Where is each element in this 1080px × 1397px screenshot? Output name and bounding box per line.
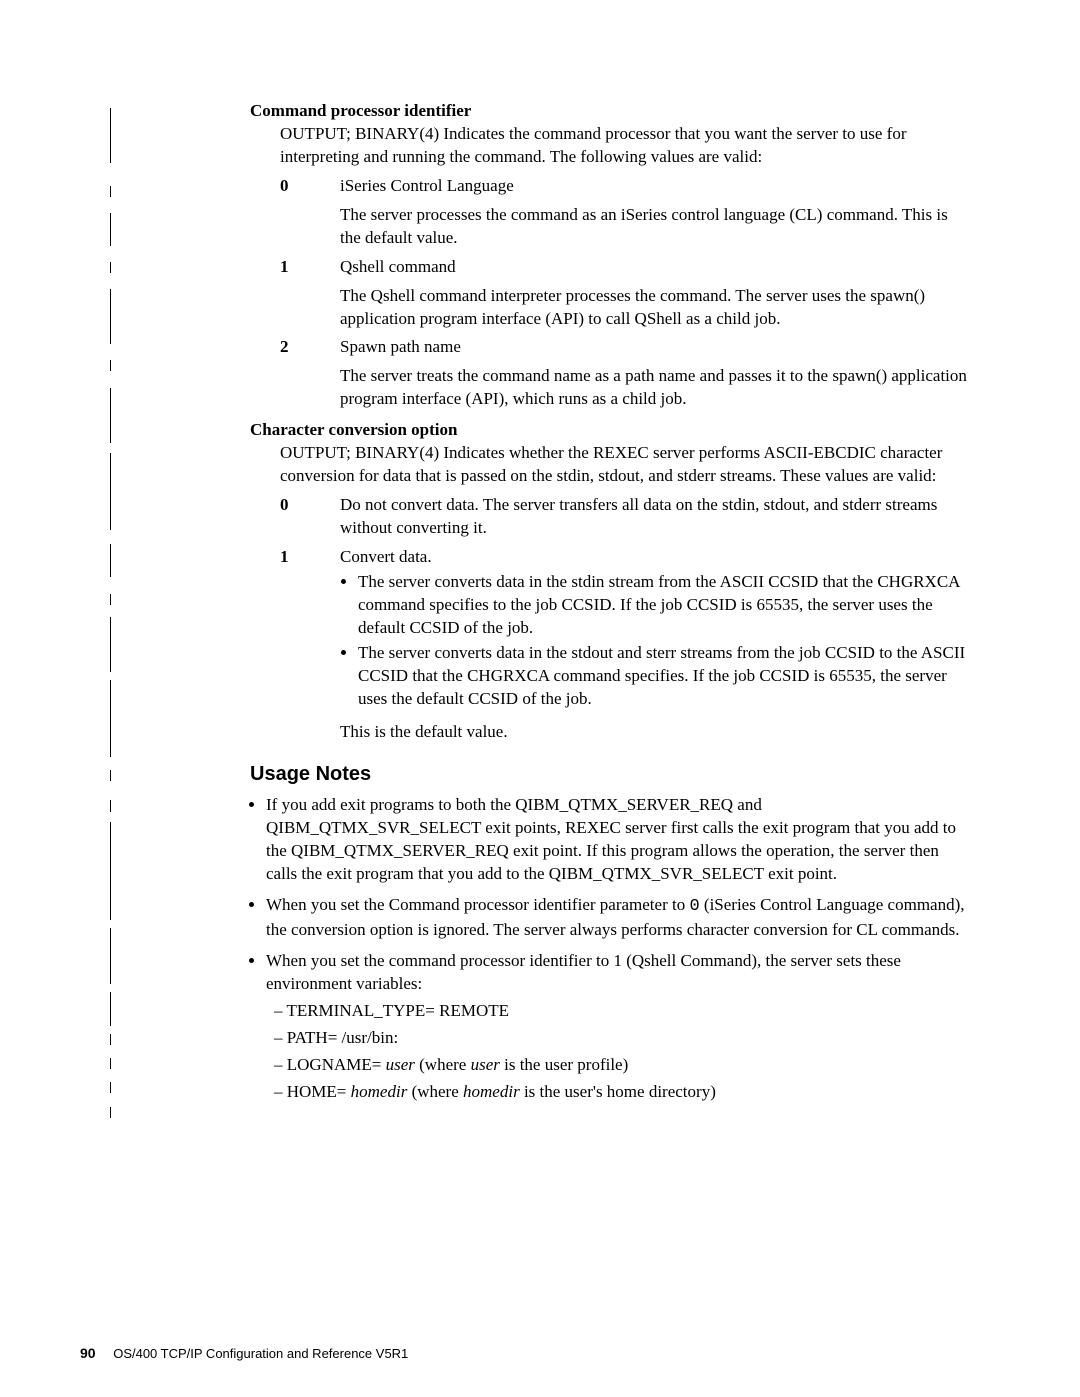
change-bar [110,108,111,163]
value-0: 0 Do not convert data. The server transf… [280,494,970,540]
term-command-processor: Command processor identifier OUTPUT; BIN… [250,100,970,411]
change-bar [110,360,111,371]
term-title: Command processor identifier [250,100,970,123]
bullet-item: The server converts data in the stdout a… [358,642,970,711]
usage-note-3: When you set the command processor ident… [266,950,970,1104]
change-bar [110,770,111,781]
value-desc: Do not convert data. The server transfer… [340,494,970,540]
page-number: 90 [80,1345,96,1361]
content-column: Command processor identifier OUTPUT; BIN… [250,100,970,1104]
text: LOGNAME= [287,1055,386,1074]
change-bar [110,594,111,605]
change-bar [110,800,111,812]
change-bar [110,617,111,672]
text: is the user profile) [500,1055,628,1074]
env-var: TERMINAL_TYPE= REMOTE [274,1000,970,1023]
value-0: 0 iSeries Control Language [280,175,970,198]
change-bar [110,186,111,197]
env-var-list: TERMINAL_TYPE= REMOTE PATH= /usr/bin: LO… [274,1000,970,1104]
italic-user: user [386,1055,415,1074]
change-bar [110,1082,111,1093]
term-char-conversion: Character conversion option OUTPUT; BINA… [250,419,970,743]
value-key: 2 [280,336,340,359]
value-label: iSeries Control Language [340,175,970,198]
text: HOME= [287,1082,351,1101]
usage-notes-heading: Usage Notes [250,761,970,788]
bullet-item: The server converts data in the stdin st… [358,571,970,640]
italic-user: user [471,1055,500,1074]
page-footer: 90 OS/400 TCP/IP Configuration and Refer… [80,1345,408,1361]
value-label: Convert data. [340,546,970,569]
italic-homedir: homedir [351,1082,408,1101]
env-var: LOGNAME= user (where user is the user pr… [274,1054,970,1077]
term-intro: OUTPUT; BINARY(4) Indicates whether the … [280,442,970,488]
convert-bullets: The server converts data in the stdin st… [340,571,970,711]
value-desc: The server treats the command name as a … [340,365,970,411]
value-label: Qshell command [340,256,970,279]
usage-note-2: When you set the Command processor ident… [266,894,970,942]
mono-zero: 0 [689,897,699,916]
change-bar [110,388,111,443]
value-1: 1 Convert data. [280,546,970,569]
value-desc: The server processes the command as an i… [340,204,970,250]
term-intro: OUTPUT; BINARY(4) Indicates the command … [280,123,970,169]
value-label: Spawn path name [340,336,970,359]
change-bar [110,213,111,246]
value-key: 0 [280,494,340,540]
footer-title: OS/400 TCP/IP Configuration and Referenc… [113,1346,408,1361]
value-key: 0 [280,175,340,198]
change-bar [110,289,111,344]
default-note: This is the default value. [340,721,970,744]
change-bar [110,1034,111,1045]
change-bar [110,1058,111,1069]
text: When you set the Command processor ident… [266,895,689,914]
text: When you set the command processor ident… [266,951,901,993]
text: is the user's home directory) [520,1082,716,1101]
change-bar [110,928,111,984]
value-key: 1 [280,256,340,279]
usage-notes-list: If you add exit programs to both the QIB… [250,794,970,1103]
value-1: 1 Qshell command [280,256,970,279]
env-var: HOME= homedir (where homedir is the user… [274,1081,970,1104]
change-bar [110,453,111,530]
value-desc: The Qshell command interpreter processes… [340,285,970,331]
change-bar [110,680,111,757]
env-var: PATH= /usr/bin: [274,1027,970,1050]
usage-note-1: If you add exit programs to both the QIB… [266,794,970,886]
text: (where [415,1055,471,1074]
change-bar [110,992,111,1026]
text: (where [407,1082,463,1101]
value-key: 1 [280,546,340,569]
change-bar [110,1107,111,1118]
change-bar [110,822,111,920]
page: Command processor identifier OUTPUT; BIN… [0,0,1080,1397]
italic-homedir: homedir [463,1082,520,1101]
change-bar [110,262,111,273]
value-2: 2 Spawn path name [280,336,970,359]
change-bar [110,544,111,577]
term-title: Character conversion option [250,419,970,442]
